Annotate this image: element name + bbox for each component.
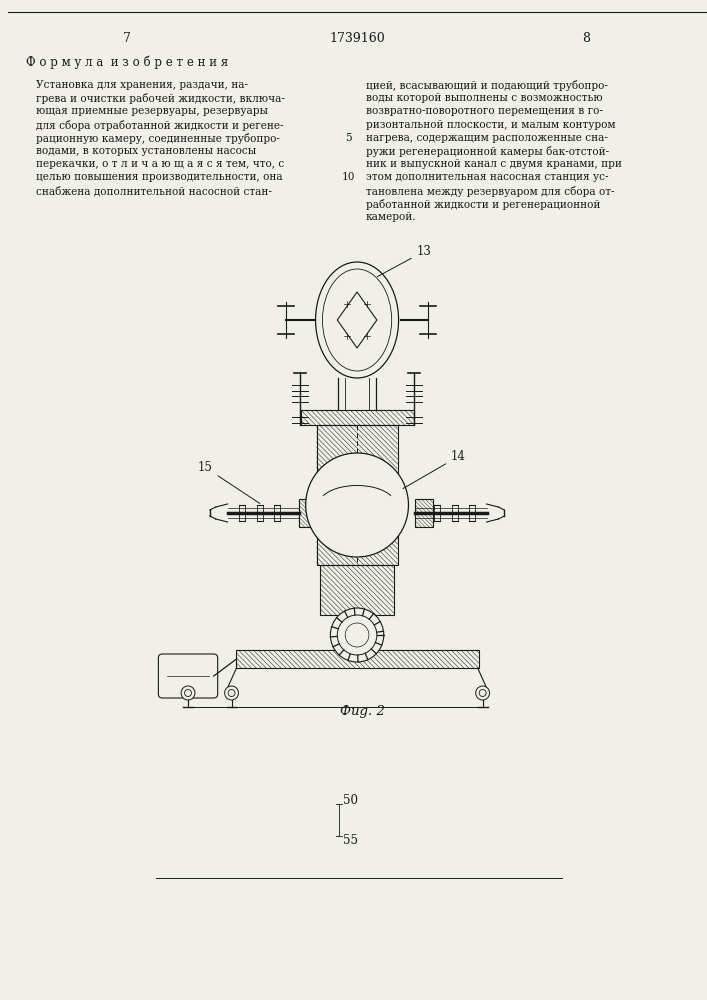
Text: Ф о р м у л а  и з о б р е т е н и я: Ф о р м у л а и з о б р е т е н и я <box>25 55 228 69</box>
Circle shape <box>337 615 377 655</box>
Text: ружи регенерационной камеры бак-отстой-: ружи регенерационной камеры бак-отстой- <box>366 146 609 157</box>
Text: целью повышения производительности, она: целью повышения производительности, она <box>36 172 282 182</box>
Text: 5: 5 <box>345 133 351 143</box>
Text: для сбора отработанной жидкости и регене-: для сбора отработанной жидкости и регене… <box>36 120 284 131</box>
Text: воды которой выполнены с возможностью: воды которой выполнены с возможностью <box>366 93 602 103</box>
Text: 14: 14 <box>403 450 466 489</box>
Text: Установка для хранения, раздачи, на-: Установка для хранения, раздачи, на- <box>36 80 247 90</box>
Text: ризонтальной плоскости, и малым контуром: ризонтальной плоскости, и малым контуром <box>366 120 616 130</box>
Text: 13: 13 <box>378 245 431 277</box>
Text: снабжена дополнительной насосной стан-: снабжена дополнительной насосной стан- <box>36 186 271 196</box>
Circle shape <box>225 686 238 700</box>
Text: ник и выпускной канал с двумя кранами, при: ник и выпускной канал с двумя кранами, п… <box>366 159 622 169</box>
Text: грева и очистки рабочей жидкости, включа-: грева и очистки рабочей жидкости, включа… <box>36 93 285 104</box>
Text: работанной жидкости и регенерационной: работанной жидкости и регенерационной <box>366 199 600 210</box>
Text: этом дополнительная насосная станция ус-: этом дополнительная насосная станция ус- <box>366 172 609 182</box>
Text: 8: 8 <box>583 31 590 44</box>
Text: водами, в которых установлены насосы: водами, в которых установлены насосы <box>36 146 256 156</box>
Text: тановлена между резервуаром для сбора от-: тановлена между резервуаром для сбора от… <box>366 186 614 197</box>
Text: 50: 50 <box>343 794 358 806</box>
Ellipse shape <box>315 262 399 378</box>
Text: 55: 55 <box>343 834 358 846</box>
Text: 1739160: 1739160 <box>329 31 385 44</box>
Text: камерой.: камерой. <box>366 212 416 222</box>
Text: перекачки, о т л и ч а ю щ а я с я тем, что, с: перекачки, о т л и ч а ю щ а я с я тем, … <box>36 159 284 169</box>
Circle shape <box>305 453 409 557</box>
Text: 15: 15 <box>198 461 260 503</box>
Text: рационную камеру, соединенные трубопро-: рационную камеру, соединенные трубопро- <box>36 133 280 144</box>
Text: Фиg. 2: Фиg. 2 <box>339 705 385 718</box>
Circle shape <box>181 686 195 700</box>
Text: возвратно-поворотного перемещения в го-: возвратно-поворотного перемещения в го- <box>366 106 603 116</box>
Text: нагрева, содержащим расположенные сна-: нагрева, содержащим расположенные сна- <box>366 133 608 143</box>
Text: 10: 10 <box>341 172 355 182</box>
Text: цией, всасывающий и подающий трубопро-: цией, всасывающий и подающий трубопро- <box>366 80 608 91</box>
Text: 7: 7 <box>123 31 131 44</box>
FancyBboxPatch shape <box>158 654 218 698</box>
Circle shape <box>330 608 384 662</box>
Circle shape <box>476 686 489 700</box>
Text: ющая приемные резервуары, резервуары: ющая приемные резервуары, резервуары <box>36 106 268 116</box>
